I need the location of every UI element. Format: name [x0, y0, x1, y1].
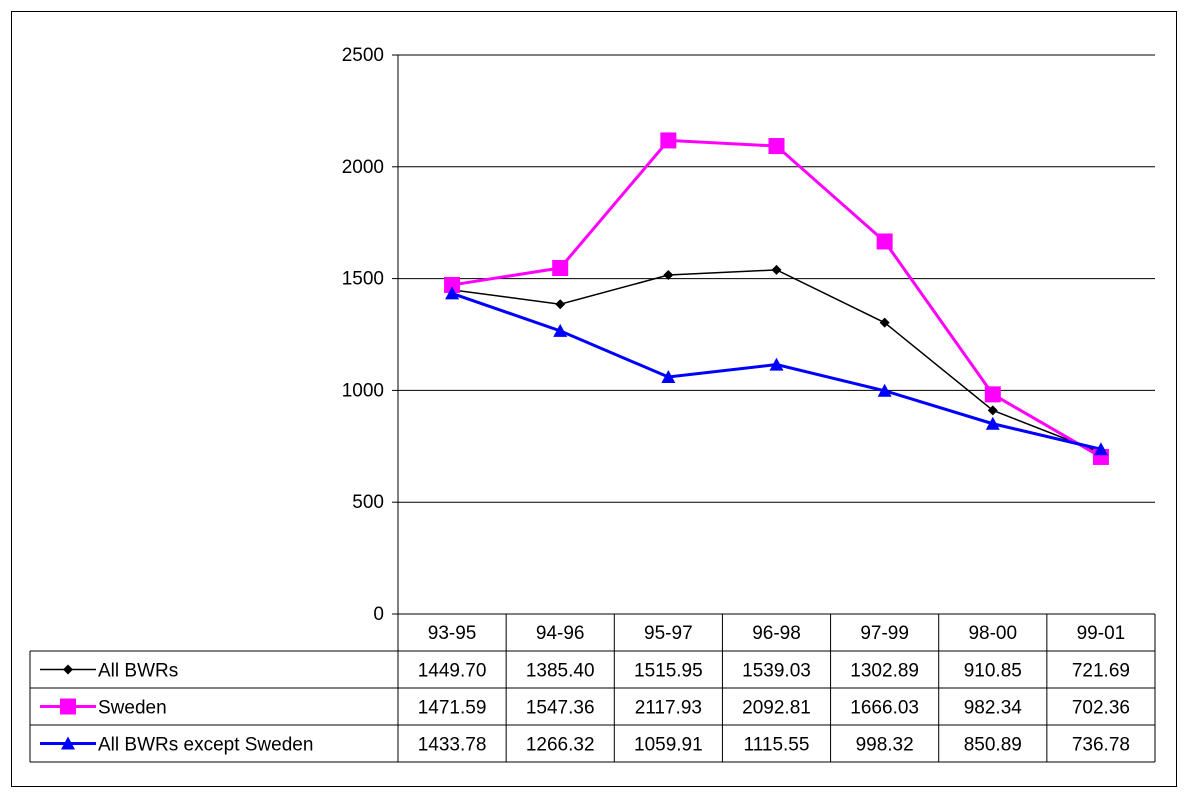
table-cell-value: 998.32 — [856, 735, 914, 756]
x-tick-label: 98-00 — [968, 623, 1017, 644]
y-tick-label: 1500 — [342, 269, 384, 290]
data-point — [552, 260, 569, 277]
table-cell-value: 1547.36 — [526, 698, 595, 719]
table-cell-value: 1433.78 — [418, 735, 487, 756]
y-tick-label: 2000 — [342, 157, 384, 178]
data-point — [877, 383, 892, 397]
legend-label: Sweden — [98, 698, 167, 719]
data-point — [555, 299, 566, 310]
table-cell-value: 721.69 — [1072, 661, 1130, 682]
table-cell-value: 736.78 — [1072, 735, 1130, 756]
x-tick-label: 94-96 — [536, 623, 585, 644]
table-cell-value: 2092.81 — [742, 698, 811, 719]
table-cell-value: 1115.55 — [744, 735, 810, 756]
data-point — [660, 132, 677, 149]
chart-frame — [11, 11, 1177, 787]
data-point — [1093, 442, 1108, 456]
table-cell-value: 2117.93 — [635, 698, 702, 719]
data-point — [987, 405, 998, 416]
x-tick-label: 95-97 — [644, 623, 693, 644]
data-point — [879, 317, 890, 328]
legend-key-marker — [61, 736, 75, 750]
table-cell-value: 1515.95 — [634, 661, 703, 682]
data-point — [771, 264, 782, 275]
table-cell-value: 1059.91 — [634, 735, 703, 756]
table-cell-value: 1385.40 — [526, 661, 595, 682]
data-point — [985, 416, 1000, 430]
data-point — [553, 323, 568, 337]
data-point — [444, 276, 461, 293]
legend-key-marker — [60, 698, 76, 715]
table-cell-value: 1449.70 — [418, 661, 487, 682]
data-point — [984, 386, 1001, 403]
data-point — [661, 370, 676, 384]
data-point — [445, 286, 460, 300]
legend-label: All BWRs — [98, 661, 178, 682]
table-cell-value: 1471.59 — [418, 698, 487, 719]
table-cell-value: 1266.32 — [526, 735, 595, 756]
x-tick-label: 97-99 — [860, 623, 909, 644]
legend-key-marker — [63, 664, 73, 675]
table-cell-value: 910.85 — [964, 661, 1022, 682]
table-cell-value: 1539.03 — [742, 661, 811, 682]
table-cell-value: 982.34 — [964, 698, 1023, 719]
x-tick-label: 96-98 — [752, 623, 801, 644]
table-cell-value: 1666.03 — [850, 698, 919, 719]
legend-label: All BWRs except Sweden — [98, 735, 313, 756]
table-cell-value: 1302.89 — [850, 661, 919, 682]
y-tick-label: 2500 — [342, 45, 384, 66]
x-tick-label: 99-01 — [1077, 623, 1126, 644]
data-point — [768, 138, 785, 155]
x-tick-label: 93-95 — [428, 623, 477, 644]
data-point — [769, 357, 784, 371]
table-cell-value: 850.89 — [964, 735, 1022, 756]
data-point — [876, 233, 893, 250]
y-tick-label: 1000 — [342, 380, 384, 401]
table-cell-value: 702.36 — [1072, 698, 1130, 719]
y-tick-label: 0 — [373, 604, 384, 625]
data-point — [663, 270, 674, 281]
y-tick-label: 500 — [352, 492, 384, 513]
